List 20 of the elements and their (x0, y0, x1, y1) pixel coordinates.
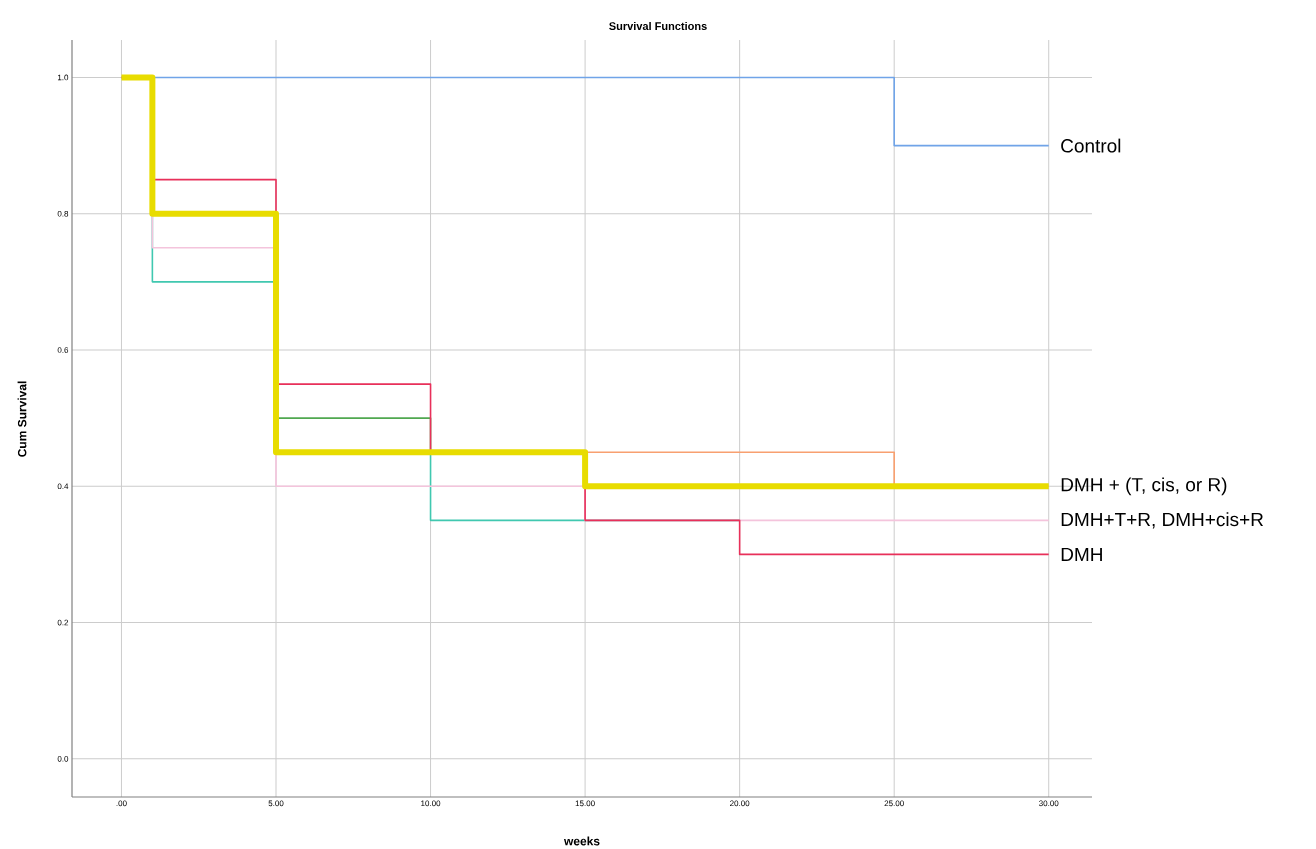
x-tick-label: 10.00 (421, 800, 441, 807)
x-tick-label: .00 (116, 800, 127, 807)
annotation: DMH+T+R, DMH+cis+R (1061, 512, 1264, 529)
y-tick-label: 1.0 (57, 74, 69, 81)
x-tick-label: 30.00 (1039, 800, 1059, 807)
y-axis-title: Cum Survival (17, 381, 27, 457)
chart-title: Survival Functions (609, 21, 707, 31)
y-tick-label: 0.6 (57, 347, 69, 353)
series-label: DMH (1061, 547, 1102, 561)
y-tick-label: 0.0 (57, 756, 69, 762)
x-tick-label: 25.00 (884, 800, 904, 807)
x-tick-label: 15.00 (575, 800, 595, 807)
x-tick-label: 20.00 (730, 800, 750, 807)
y-tick-label: 0.4 (57, 483, 69, 490)
series-label: Control (1061, 138, 1121, 153)
y-tick-label: 0.8 (57, 210, 69, 217)
x-tick-label: 5.00 (268, 800, 284, 807)
x-axis-title: weeks (563, 836, 600, 846)
series-label: DMH + (T, cis, or R) (1061, 477, 1227, 496)
y-tick-label: 0.2 (57, 619, 69, 626)
